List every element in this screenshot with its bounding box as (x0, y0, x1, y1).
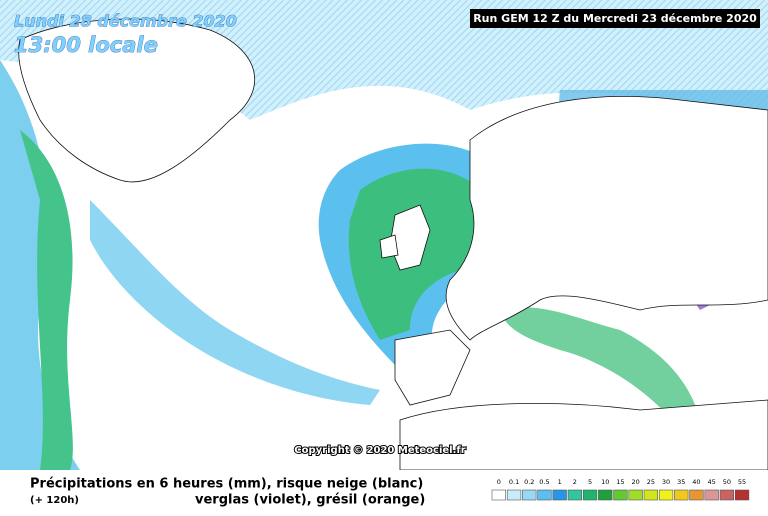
legend-swatch (582, 489, 598, 501)
footer-title: Précipitations en 6 heures (mm), risque … (30, 477, 423, 492)
legend-swatch (628, 489, 643, 501)
copyright: Copyright © 2020 Meteociel.fr (294, 445, 465, 456)
legend-swatch (704, 489, 719, 501)
legend-label: 10 (601, 478, 609, 486)
legend-label: 0.2 (524, 478, 534, 486)
legend-label: 1 (558, 478, 562, 486)
legend-label: 30 (662, 478, 670, 486)
legend-label: 35 (677, 478, 685, 486)
legend-label: 20 (632, 478, 640, 486)
run-box (470, 9, 760, 28)
legend-label: 5 (588, 478, 592, 486)
legend-swatch (567, 489, 582, 501)
legend-label: 55 (738, 478, 746, 486)
forecast-time: 13:00 locale (14, 33, 158, 57)
legend-label: 15 (616, 478, 624, 486)
legend-swatch (643, 489, 658, 501)
legend-swatch (598, 489, 613, 501)
legend-swatch (674, 489, 689, 501)
legend-label: 0.1 (509, 478, 519, 486)
legend-swatch (719, 489, 734, 501)
legend-label: 25 (647, 478, 655, 486)
legend-label: 40 (692, 478, 700, 486)
legend-swatch (506, 489, 522, 501)
legend-swatch (537, 489, 552, 501)
land-outlines (18, 18, 768, 471)
legend-swatch (552, 489, 567, 501)
legend-swatch (613, 489, 628, 501)
legend-swatch (658, 489, 674, 501)
legend-label: 0.5 (539, 478, 549, 486)
footer-lead: (+ 120h) (30, 495, 79, 506)
run-info: Run GEM 12 Z du Mercredi 23 décembre 202… (473, 12, 757, 25)
legend-swatch (734, 489, 750, 501)
forecast-date: Lundi 28 décembre 2020 (14, 12, 237, 31)
legend-label: 0 (497, 478, 501, 486)
legend-label: 50 (723, 478, 731, 486)
legend-swatch (689, 489, 704, 501)
legend-swatch (491, 489, 506, 501)
legend-label: 45 (708, 478, 716, 486)
footer-subtitle: verglas (violet), grésil (orange) (195, 493, 425, 508)
legend-label: 2 (573, 478, 577, 486)
legend: 0 0.1 0.2 0.5 1 2 5 10 15 20 25 30 35 40 45 50 55 (491, 478, 750, 501)
legend-swatch (522, 489, 537, 501)
